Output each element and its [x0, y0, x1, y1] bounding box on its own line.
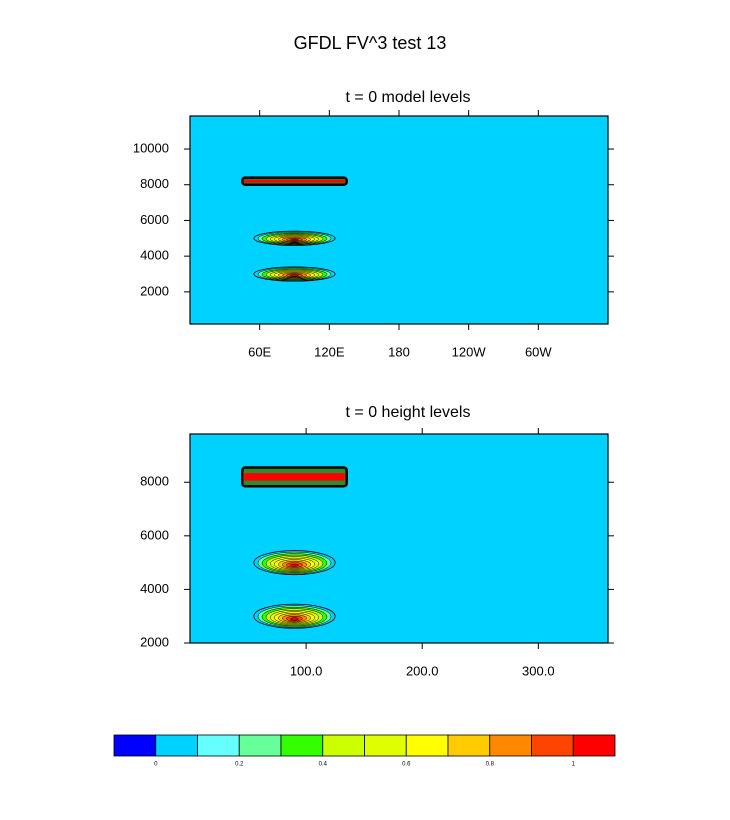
colorbar-box: [322, 734, 365, 757]
colorbar-box: [155, 734, 198, 757]
blob-contour: [290, 238, 299, 241]
blob-outline: [253, 266, 336, 282]
x-tick-label: 200.0: [406, 663, 439, 678]
y-tick-label: 2000: [140, 634, 169, 649]
tracer-core: [244, 179, 345, 183]
colorbar-box: [364, 734, 407, 757]
x-tick-label: 180: [388, 344, 410, 359]
blob-outline: [253, 603, 336, 629]
blob-contour: [290, 617, 299, 621]
colorbar-box: [572, 734, 616, 757]
y-tick-label: 2000: [140, 283, 169, 298]
plot-background: [190, 116, 608, 324]
x-tick-label: 120W: [452, 344, 487, 359]
colorbar-label: 0.6: [402, 762, 411, 768]
panel-title: t = 0 height levels: [346, 404, 471, 421]
tracer-blob: [253, 550, 336, 576]
y-tick-label: 10000: [133, 140, 169, 155]
blob-outline: [253, 550, 336, 576]
y-tick-label: 4000: [140, 581, 169, 596]
colorbar-box: [531, 734, 574, 757]
blob-contour: [290, 563, 299, 567]
plot-background: [190, 434, 608, 643]
x-tick-label: 300.0: [522, 663, 555, 678]
tracer-blob: [253, 603, 336, 629]
y-tick-label: 8000: [140, 176, 169, 191]
x-tick-label: 60E: [248, 344, 271, 359]
colorbar-label: 0.4: [319, 762, 328, 768]
colorbar-box: [489, 734, 532, 757]
panel-title: t = 0 model levels: [346, 89, 471, 106]
colorbar-label: 0.2: [235, 762, 244, 768]
figure-title: GFDL FV^3 test 13: [294, 33, 447, 53]
colorbar-label: 0.8: [486, 762, 495, 768]
tracer-blob: [253, 230, 336, 246]
x-tick-label: 60W: [525, 344, 552, 359]
tracer-blob: [253, 266, 336, 282]
x-tick-label: 120E: [314, 344, 345, 359]
plot-frame: [189, 433, 609, 644]
colorbar-box: [238, 734, 282, 757]
colorbar-box: [405, 734, 449, 757]
y-tick-label: 4000: [140, 248, 169, 263]
colorbar-label: 0: [154, 762, 158, 768]
colorbar-box: [113, 734, 157, 757]
y-tick-label: 6000: [140, 527, 169, 542]
blob-outline: [253, 230, 336, 246]
blob-contour: [290, 274, 299, 277]
x-tick-label: 100.0: [290, 663, 323, 678]
colorbar-label: 1: [572, 762, 576, 768]
y-tick-label: 8000: [140, 474, 169, 489]
y-tick-label: 6000: [140, 212, 169, 227]
colorbar-box: [280, 734, 324, 757]
colorbar-box: [197, 734, 240, 757]
colorbar-box: [447, 734, 491, 757]
tracer-core: [244, 473, 345, 481]
